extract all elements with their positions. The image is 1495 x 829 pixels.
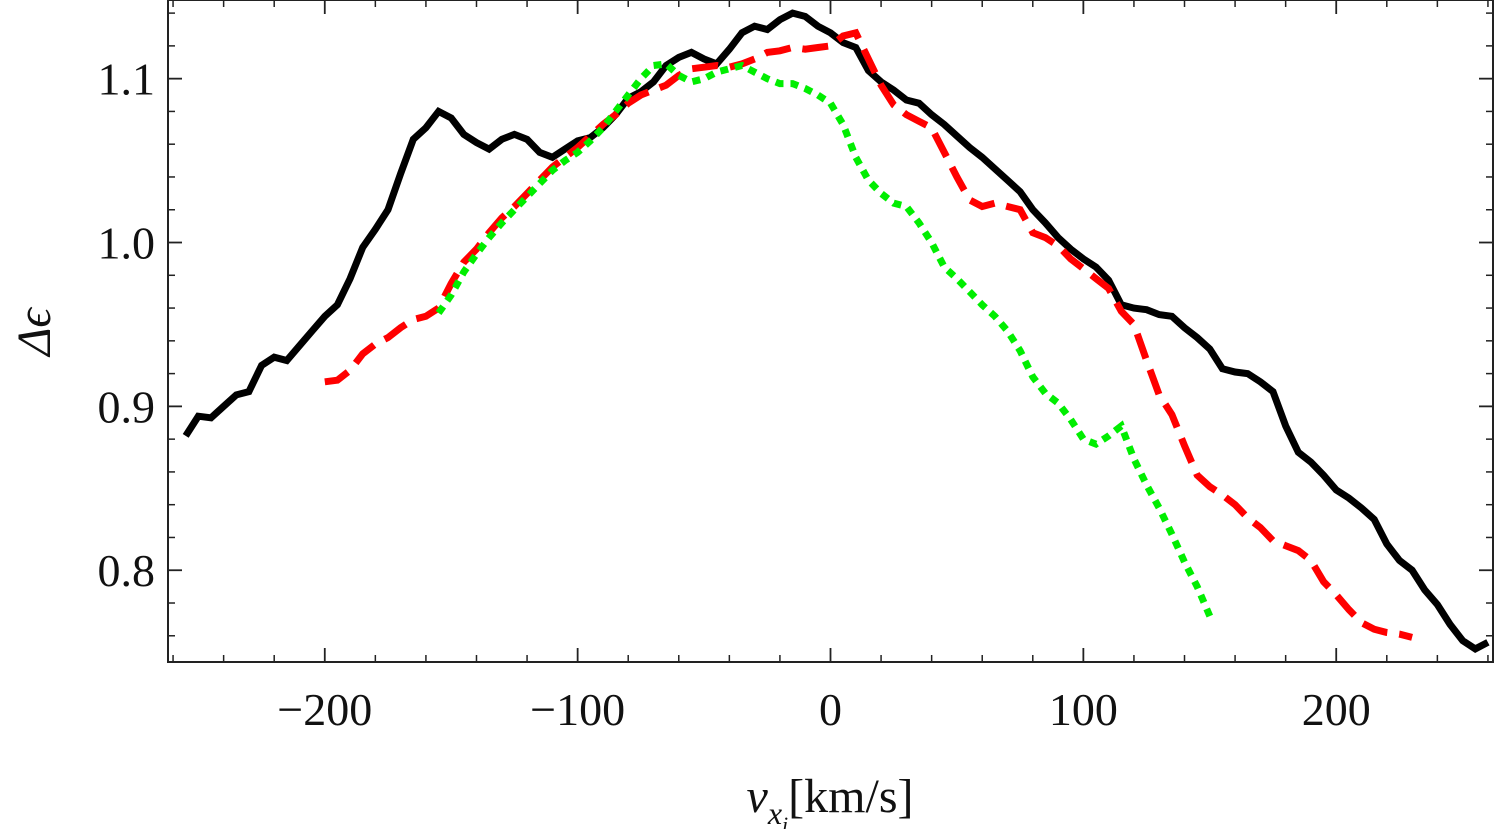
x-axis-sub-subscript: i bbox=[782, 812, 788, 829]
y-tick-label: 0.8 bbox=[98, 545, 156, 596]
y-tick-label: 0.9 bbox=[98, 381, 156, 432]
series-layer bbox=[182, 9, 1490, 653]
x-tick-label: 200 bbox=[1302, 684, 1371, 735]
plot-frame bbox=[167, 0, 1494, 663]
x-axis-units: [km/s] bbox=[788, 770, 913, 823]
tick-layer bbox=[168, 0, 1493, 662]
y-tick-label: 1.0 bbox=[98, 218, 156, 269]
label-layer: −200 −100 0 100 200 0.8 0.9 1.0 1.1 bbox=[98, 54, 1371, 735]
x-tick-label: −200 bbox=[277, 684, 372, 735]
x-tick-label: 100 bbox=[1049, 684, 1118, 735]
x-tick-label: −100 bbox=[530, 684, 625, 735]
series-green-dotted bbox=[435, 60, 1214, 618]
x-axis-subscript: x bbox=[767, 795, 782, 829]
series-red-dashed bbox=[324, 28, 1413, 641]
y-axis-title: Δϵ bbox=[8, 307, 61, 358]
y-tick-label: 1.1 bbox=[98, 54, 156, 105]
x-axis-title: vxi[km/s] bbox=[747, 770, 914, 829]
x-axis-symbol: v bbox=[747, 770, 769, 823]
x-tick-label: 0 bbox=[819, 684, 842, 735]
